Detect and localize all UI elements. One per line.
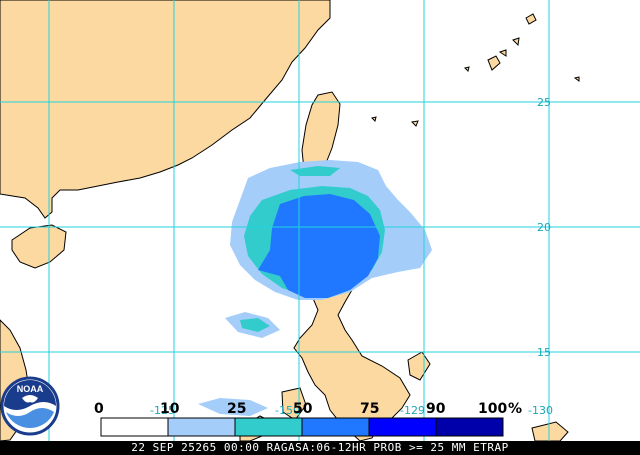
legend-tick-label: 25 bbox=[227, 401, 246, 417]
longitude-label: -129 bbox=[400, 404, 425, 417]
land-ryukyu bbox=[371, 13, 580, 127]
lat-lon-grid bbox=[0, 0, 640, 441]
legend-swatch-0-10 bbox=[100, 417, 169, 437]
legend-tick-label: 100 bbox=[478, 401, 507, 417]
legend-tick-label: 90 bbox=[426, 401, 446, 417]
legend-unit-label: % bbox=[508, 401, 522, 417]
noaa-logo: NOAA bbox=[0, 376, 60, 436]
legend-tick-label: 10 bbox=[160, 401, 180, 417]
longitude-label: -130 bbox=[528, 404, 553, 417]
latitude-label-15: 15 bbox=[537, 346, 551, 359]
logo-text: NOAA bbox=[17, 384, 44, 394]
legend-swatch-75-90 bbox=[368, 417, 437, 437]
legend-tick-label: 75 bbox=[360, 401, 379, 417]
latitude-label-25: 25 bbox=[537, 96, 551, 109]
latitude-label-20: 20 bbox=[537, 221, 551, 234]
land-mindoro bbox=[281, 387, 307, 421]
legend-swatch-10-25 bbox=[167, 417, 236, 437]
longitude-label: -125 bbox=[150, 404, 175, 417]
legend-swatch-50-75 bbox=[301, 417, 370, 437]
longitude-label: -150 bbox=[275, 404, 300, 417]
legend-swatch-90-100 bbox=[435, 417, 504, 437]
probability-50-75 bbox=[258, 194, 380, 298]
legend-swatch-25-50 bbox=[234, 417, 303, 437]
legend-tick-label: 0 bbox=[94, 401, 104, 417]
land-china bbox=[0, 0, 331, 219]
land-mindanao bbox=[531, 421, 569, 442]
legend-color-bar bbox=[100, 417, 504, 437]
footer-caption: 22 SEP 25265 00:00 RAGASA:06-12HR PROB >… bbox=[0, 441, 640, 455]
legend-tick-label: 50 bbox=[293, 401, 313, 417]
